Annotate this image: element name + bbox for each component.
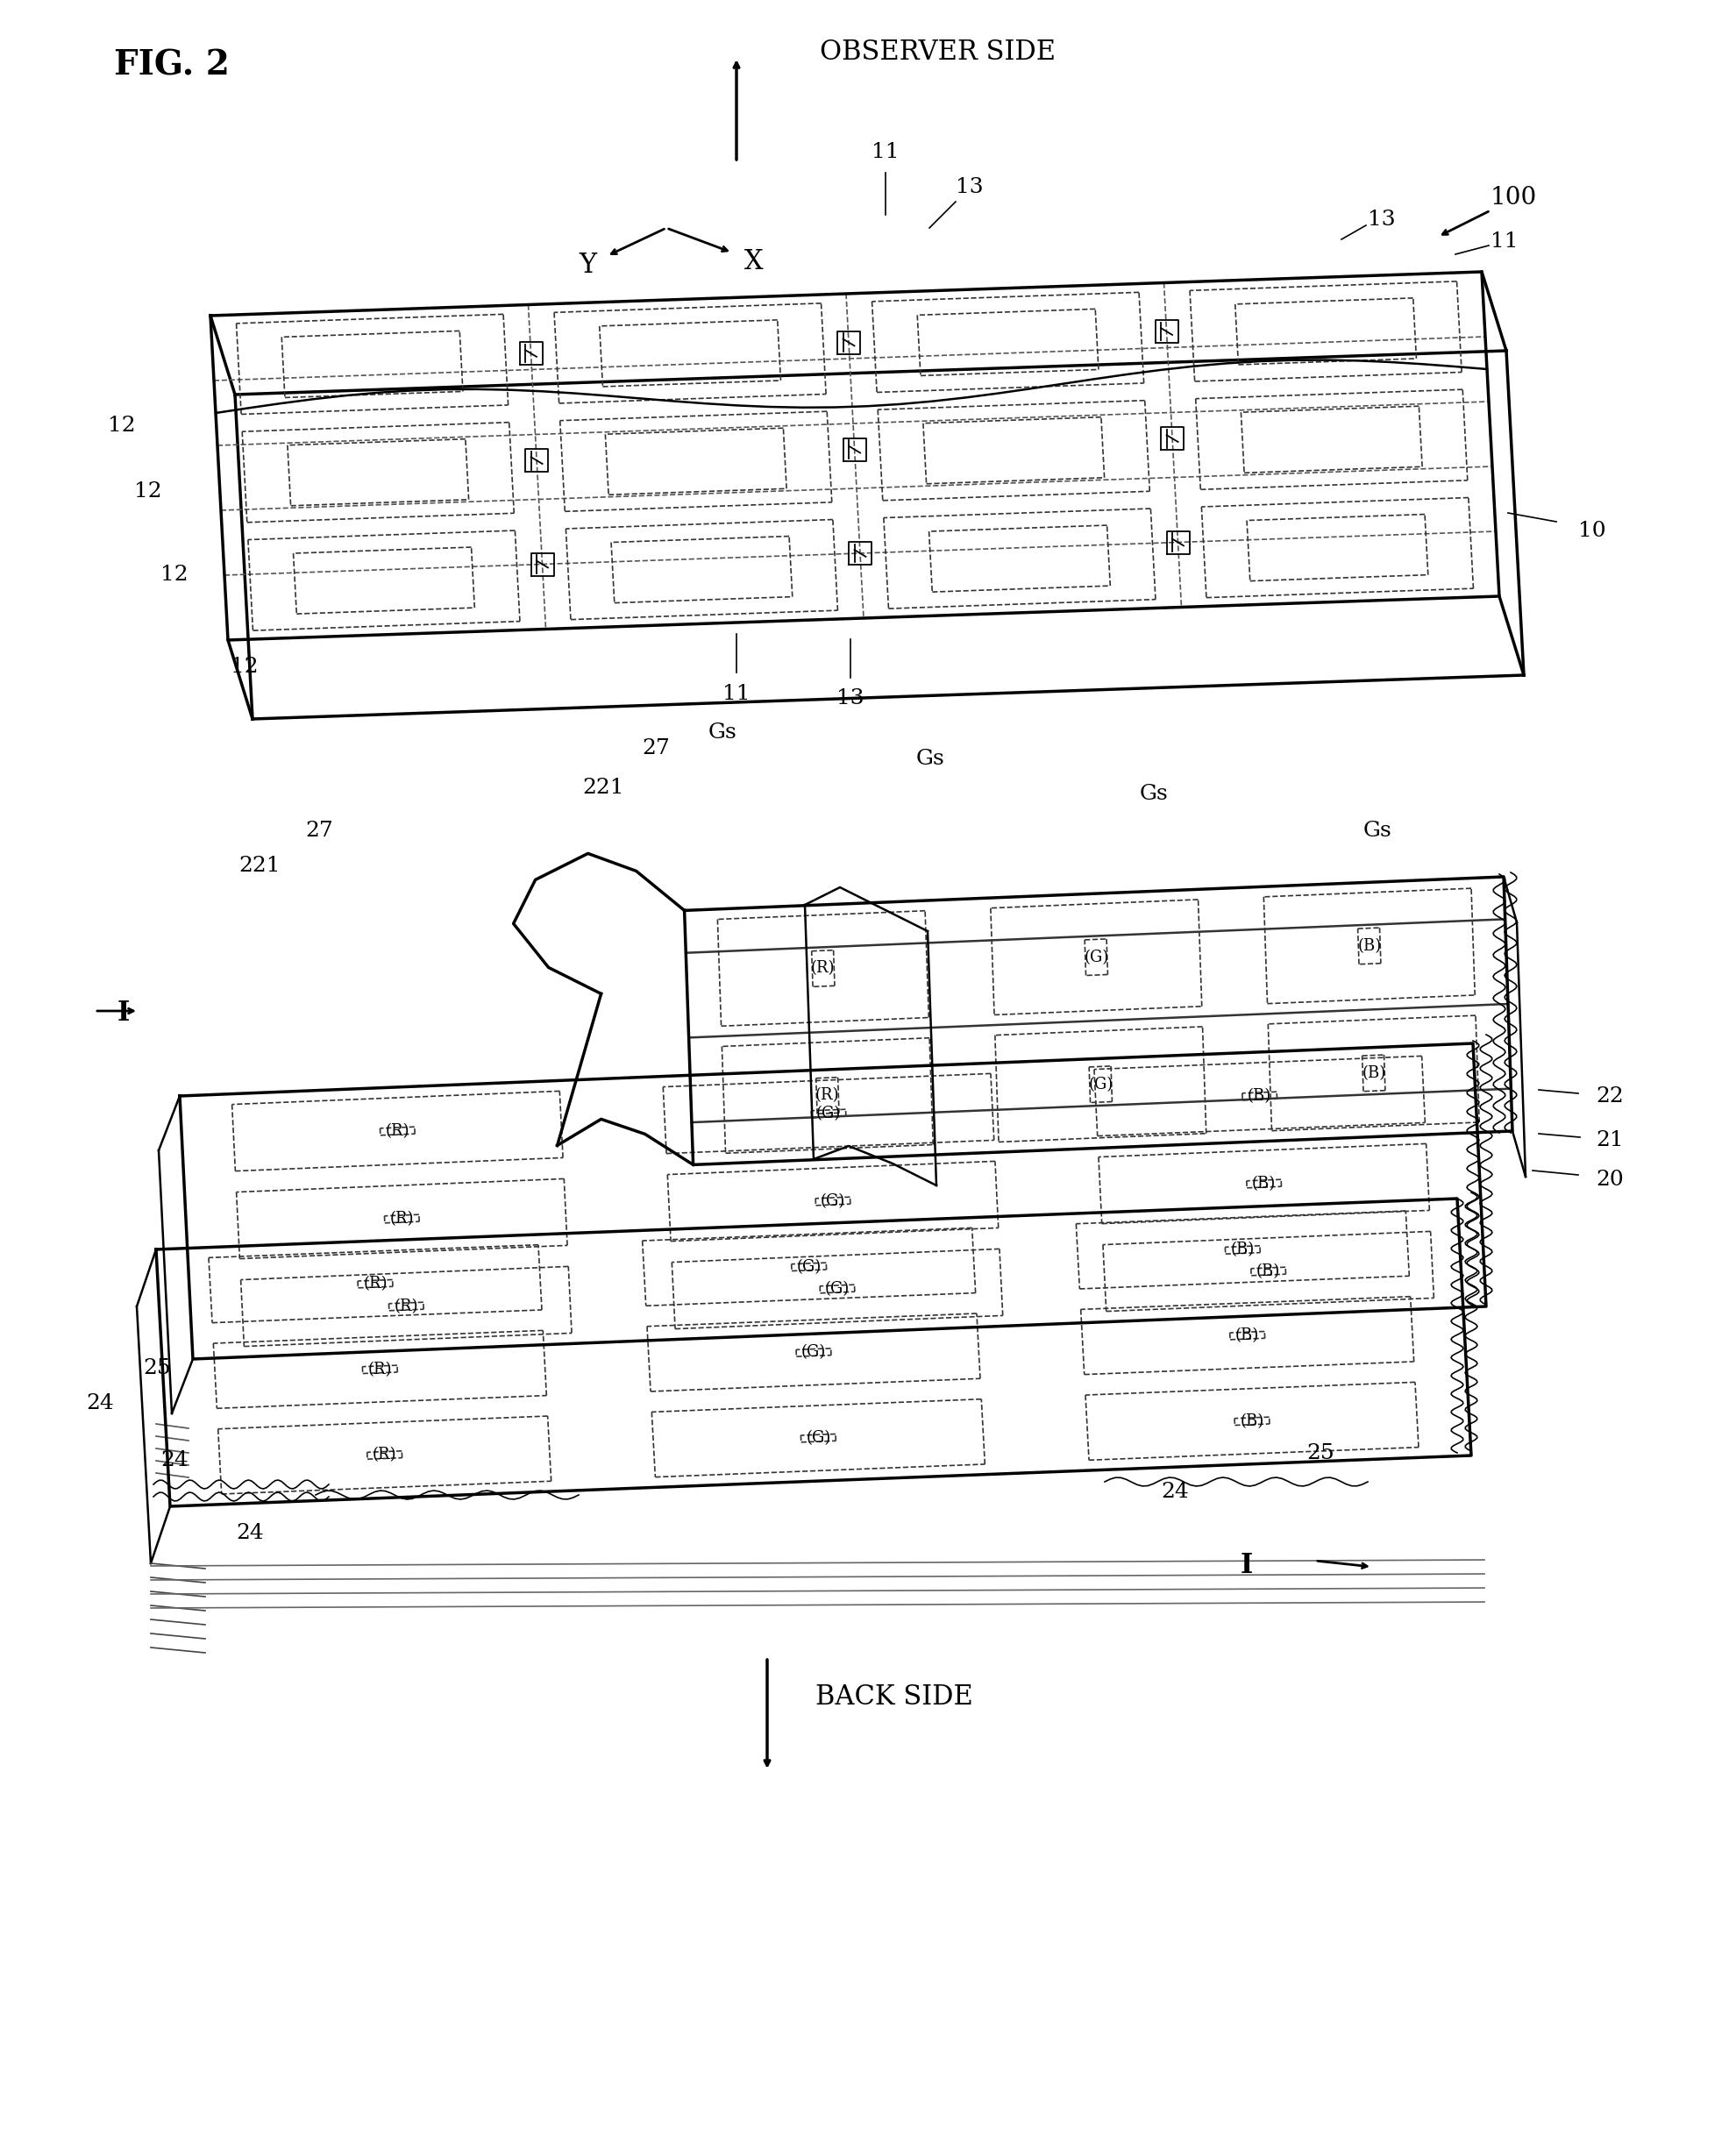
- Text: I: I: [118, 999, 130, 1027]
- Text: Gs: Gs: [708, 722, 738, 743]
- Text: (B): (B): [1257, 1264, 1281, 1279]
- Text: (G): (G): [1088, 1076, 1113, 1093]
- Text: 11: 11: [871, 143, 899, 162]
- Text: I: I: [1241, 1552, 1253, 1578]
- Text: (G): (G): [825, 1281, 849, 1296]
- Text: 11: 11: [1491, 231, 1517, 252]
- Text: (G): (G): [816, 1106, 840, 1121]
- Text: 12: 12: [134, 480, 161, 502]
- Text: (B): (B): [1231, 1243, 1255, 1258]
- Text: 27: 27: [306, 820, 333, 841]
- Text: Gs: Gs: [1141, 784, 1168, 803]
- Text: (R): (R): [811, 961, 835, 976]
- Text: 11: 11: [722, 683, 750, 705]
- Text: (R): (R): [363, 1277, 387, 1292]
- Text: 25: 25: [142, 1358, 170, 1377]
- Text: (G): (G): [821, 1193, 845, 1208]
- Text: Gs: Gs: [1363, 820, 1392, 841]
- Text: 12: 12: [108, 414, 135, 436]
- Text: 24: 24: [87, 1392, 115, 1413]
- Text: 20: 20: [1595, 1170, 1623, 1189]
- Text: 13: 13: [957, 177, 983, 196]
- Text: (R): (R): [391, 1211, 413, 1228]
- Text: (B): (B): [1248, 1089, 1271, 1104]
- Text: (B): (B): [1252, 1176, 1276, 1191]
- Text: (R): (R): [385, 1123, 410, 1138]
- Text: 12: 12: [161, 564, 189, 585]
- Text: (G): (G): [806, 1430, 832, 1445]
- Text: (B): (B): [1240, 1413, 1264, 1428]
- Text: (R): (R): [394, 1298, 418, 1315]
- Text: 221: 221: [582, 777, 623, 798]
- Text: 100: 100: [1491, 186, 1536, 209]
- Text: Gs: Gs: [917, 749, 944, 769]
- Text: 12: 12: [231, 655, 259, 677]
- Text: (R): (R): [373, 1448, 396, 1462]
- Text: (G): (G): [797, 1260, 821, 1275]
- Text: (R): (R): [368, 1362, 392, 1377]
- Text: 27: 27: [642, 739, 670, 758]
- Text: (B): (B): [1361, 1065, 1385, 1080]
- Text: (B): (B): [1236, 1328, 1259, 1343]
- Text: (R): (R): [816, 1087, 840, 1104]
- Text: 13: 13: [1368, 209, 1396, 228]
- Text: BACK SIDE: BACK SIDE: [816, 1685, 974, 1710]
- Text: 13: 13: [837, 687, 865, 709]
- Text: (G): (G): [802, 1345, 826, 1360]
- Text: 22: 22: [1595, 1087, 1623, 1106]
- Text: FIG. 2: FIG. 2: [115, 49, 229, 81]
- Text: 10: 10: [1578, 521, 1606, 540]
- Text: 24: 24: [161, 1450, 189, 1471]
- Text: 21: 21: [1595, 1129, 1623, 1151]
- Text: X: X: [745, 248, 764, 275]
- Text: (G): (G): [1083, 950, 1109, 965]
- Text: 25: 25: [1307, 1443, 1335, 1462]
- Text: 24: 24: [236, 1522, 264, 1544]
- Text: (B): (B): [1358, 937, 1382, 954]
- Text: OBSERVER SIDE: OBSERVER SIDE: [819, 38, 1055, 66]
- Text: 221: 221: [240, 856, 281, 875]
- Text: 24: 24: [1161, 1482, 1189, 1501]
- Text: Y: Y: [578, 252, 595, 278]
